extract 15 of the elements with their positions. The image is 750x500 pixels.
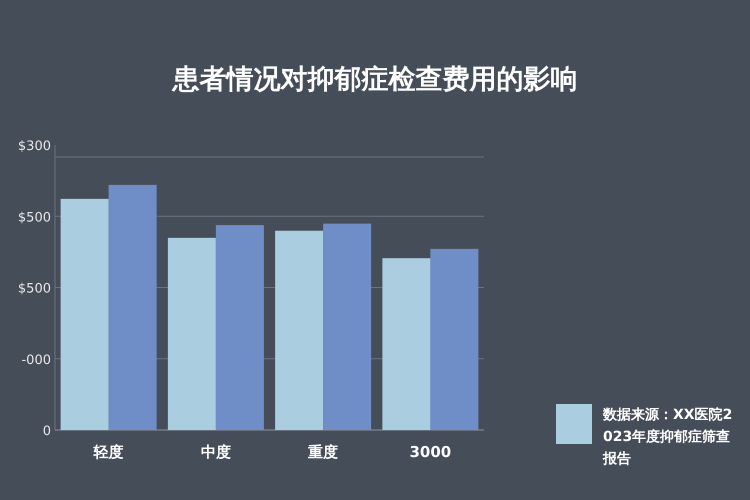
bar — [168, 238, 216, 430]
bar — [323, 224, 372, 430]
x-tick-label: 3000 — [410, 443, 452, 461]
x-tick-label: 轻度 — [92, 443, 124, 461]
x-tick-label: 重度 — [307, 443, 338, 461]
bar — [60, 198, 109, 430]
bar — [216, 225, 264, 430]
legend: 数据来源：XX医院2023年度抑郁症筛查报告 — [556, 404, 732, 467]
chart-title: 患者情况对抑郁症检查费用的影响 — [172, 64, 578, 95]
axis-labels: 0 -000 $500 $500 $300 — [18, 139, 51, 439]
bar — [275, 230, 324, 430]
x-tick-label: 中度 — [200, 443, 231, 461]
bar — [430, 248, 478, 430]
bar — [108, 184, 157, 430]
bar — [382, 258, 430, 430]
